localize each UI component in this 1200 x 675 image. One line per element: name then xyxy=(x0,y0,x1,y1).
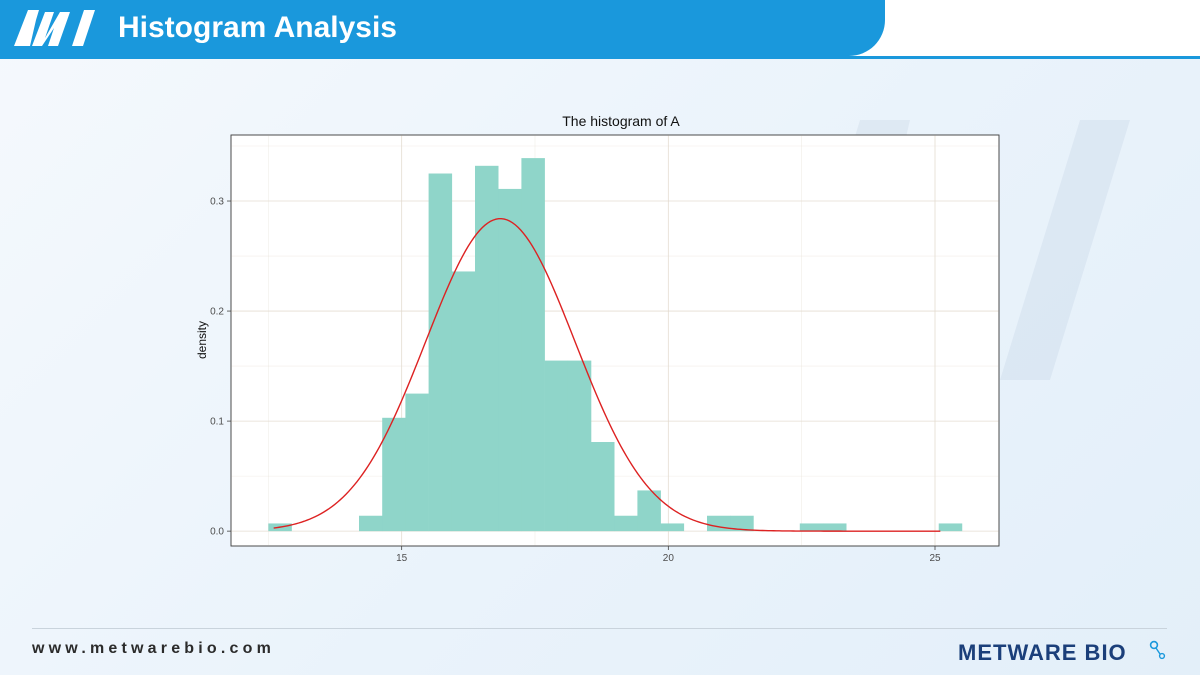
histogram-bar xyxy=(637,490,661,532)
histogram-chart: The histogram of A 15 20 25 0.0 0.1 0.2 0.3 de… xyxy=(180,100,1020,580)
axis-layer: 15 20 25 0.0 0.1 0.2 0.3 xyxy=(210,197,941,564)
histogram-bar xyxy=(475,165,499,532)
y-tick-label: 0.0 xyxy=(210,527,224,538)
histogram-bar xyxy=(544,360,569,532)
histogram-bar xyxy=(498,188,522,532)
mw-logo-icon xyxy=(14,10,95,46)
header-underline xyxy=(0,56,1200,59)
plot-panel xyxy=(230,134,1000,547)
brand-logo: METWARE BIO xyxy=(958,640,1166,665)
y-axis-label: density xyxy=(195,321,209,359)
chart-title: The histogram of A xyxy=(562,113,680,129)
histogram-bar xyxy=(823,523,847,532)
chart-svg: The histogram of A 15 20 25 0.0 0.1 0.2 0.3 de… xyxy=(195,113,1000,564)
density-curve xyxy=(273,217,941,532)
histogram-bar xyxy=(359,515,383,532)
histogram-bar xyxy=(451,271,476,532)
header-banner xyxy=(0,0,885,56)
histogram-bar xyxy=(799,523,824,532)
molecule-icon xyxy=(1149,640,1159,650)
footer-website[interactable]: www.metwarebio.com xyxy=(32,640,276,657)
histogram-bar xyxy=(660,523,685,532)
histogram-bar xyxy=(428,173,453,532)
x-tick-label: 20 xyxy=(663,553,675,564)
histogram-bar xyxy=(730,515,754,532)
y-tick-label: 0.1 xyxy=(210,417,224,428)
x-tick-label: 25 xyxy=(929,553,941,564)
histogram-bar xyxy=(521,158,545,532)
y-tick-label: 0.3 xyxy=(210,197,224,208)
footer-divider xyxy=(32,628,1167,629)
histogram-bar xyxy=(938,523,963,532)
histogram-bar xyxy=(707,515,731,532)
y-tick-label: 0.2 xyxy=(210,307,224,318)
page-title: Histogram Analysis xyxy=(118,11,397,44)
histogram-bar xyxy=(614,515,638,532)
histogram-bar xyxy=(591,442,615,532)
plot-border xyxy=(230,134,1000,547)
histogram-bar xyxy=(405,393,429,532)
histogram-bar xyxy=(567,360,592,532)
histogram-bar xyxy=(382,417,406,532)
brand-text: METWARE BIO xyxy=(958,640,1127,665)
x-tick-label: 15 xyxy=(396,553,408,564)
histogram-bars xyxy=(268,158,963,532)
